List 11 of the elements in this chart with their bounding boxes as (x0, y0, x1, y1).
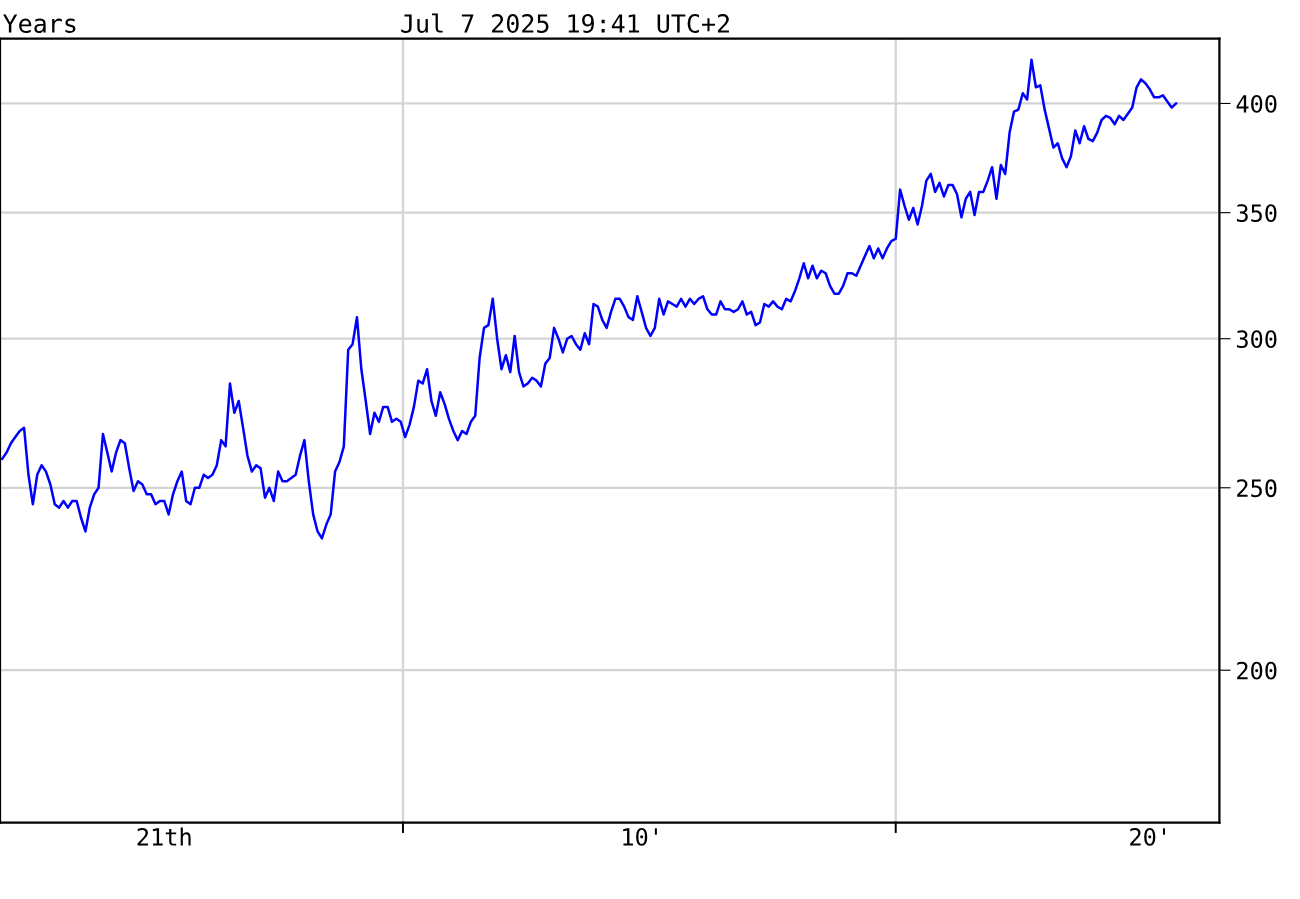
x-tick-label: 10' (623, 827, 657, 846)
x-tick-label: 21th (137, 827, 191, 846)
y-tick-label: 350 (1236, 204, 1277, 223)
y-tick-label: 250 (1237, 479, 1277, 498)
y-tick-label: 200 (1237, 661, 1277, 680)
y-tick-label: 400 (1236, 94, 1277, 113)
line-series (0, 58, 1178, 540)
y-tick-label: 300 (1236, 330, 1277, 349)
text: Years (3, 14, 76, 33)
x-tick-label: 20' (1130, 827, 1165, 846)
chart-title: Jul 7 2025 19:41 UTC+2 (401, 13, 729, 33)
